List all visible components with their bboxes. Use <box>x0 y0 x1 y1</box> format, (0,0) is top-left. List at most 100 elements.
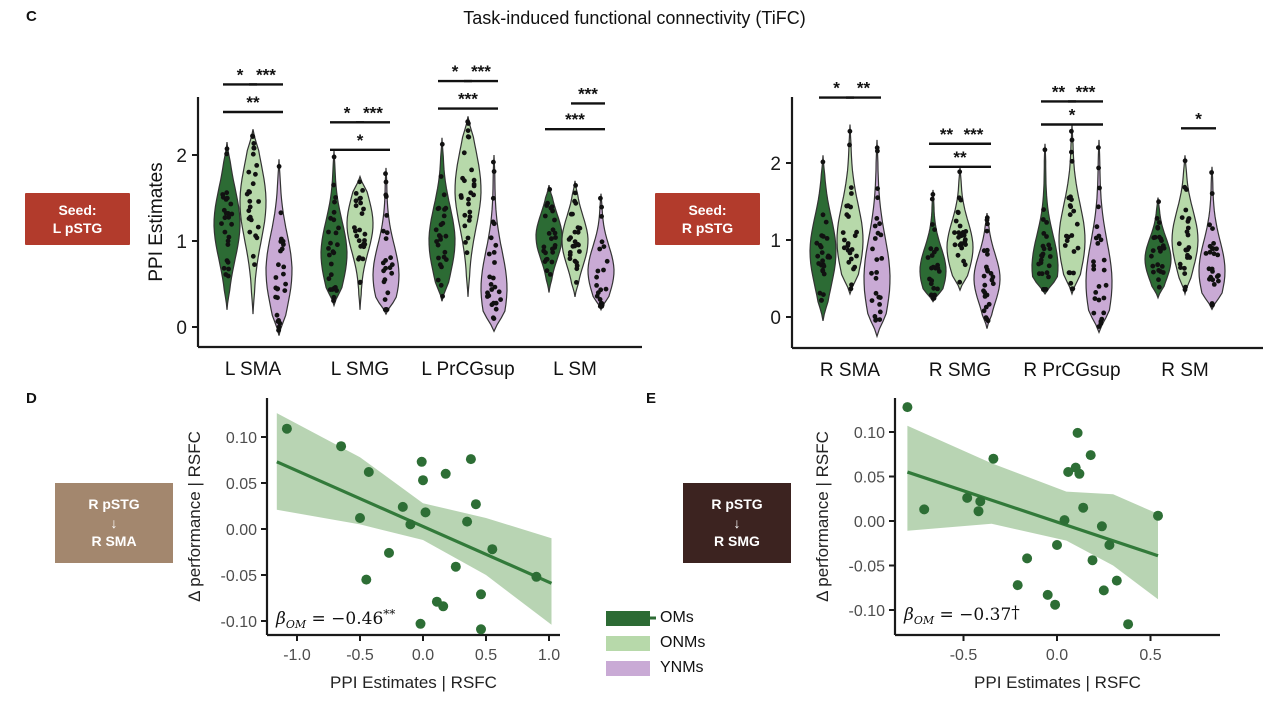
data-point <box>845 203 851 209</box>
seed-box-line2: L pSTG <box>52 220 103 236</box>
panel-c-label: C <box>26 8 37 25</box>
significance-stars: * <box>452 62 459 81</box>
data-point <box>328 240 333 246</box>
data-point <box>819 298 824 303</box>
data-point <box>1074 221 1080 227</box>
data-point <box>1156 277 1161 283</box>
data-point <box>441 213 447 219</box>
data-point <box>276 262 281 268</box>
data-point <box>441 254 447 260</box>
violin-RSM-YNMs <box>1198 166 1226 311</box>
data-point <box>221 265 227 271</box>
data-point <box>462 212 468 218</box>
data-point <box>496 289 502 295</box>
data-point <box>1209 170 1214 175</box>
data-point <box>932 227 937 233</box>
y-tick-label: -0.05 <box>221 568 258 585</box>
x-tick-label: 0.0 <box>412 647 434 664</box>
data-point <box>357 179 363 185</box>
data-point <box>846 259 852 265</box>
data-point <box>594 274 599 280</box>
data-point <box>821 263 827 269</box>
data-point <box>360 188 365 193</box>
roi-from: R pSTG <box>88 495 140 512</box>
data-point <box>574 260 579 265</box>
data-point <box>353 198 359 204</box>
y-tick-label: 0.00 <box>226 522 257 539</box>
data-point <box>953 218 959 224</box>
scatter-point <box>416 456 427 467</box>
data-point <box>1047 246 1053 252</box>
data-point <box>281 264 287 270</box>
data-point <box>962 262 968 268</box>
data-point <box>872 223 878 229</box>
data-point <box>1185 225 1191 231</box>
data-point <box>328 215 333 221</box>
data-point <box>383 192 389 198</box>
data-point <box>873 290 879 296</box>
data-point <box>493 306 499 312</box>
data-point <box>278 210 284 216</box>
data-point <box>875 230 881 236</box>
data-point <box>247 204 253 210</box>
data-point <box>927 276 932 282</box>
data-point <box>254 163 260 168</box>
data-point <box>1046 263 1052 269</box>
data-point <box>1209 266 1215 272</box>
data-point <box>547 272 553 277</box>
significance-stars: * <box>1195 109 1202 128</box>
data-point <box>601 244 607 250</box>
data-point <box>567 256 573 262</box>
data-point <box>1039 271 1045 277</box>
data-point <box>276 327 281 333</box>
data-point <box>1067 203 1073 208</box>
data-point <box>488 235 494 241</box>
data-point <box>250 253 256 259</box>
data-point <box>1041 231 1047 236</box>
data-point <box>489 302 495 308</box>
data-point <box>963 229 969 234</box>
scatter-point <box>902 402 913 413</box>
data-point <box>273 275 279 280</box>
x-tick-label: -1.0 <box>283 647 311 664</box>
data-point <box>436 255 441 261</box>
data-point <box>846 214 851 219</box>
data-point <box>252 262 257 267</box>
data-point <box>492 284 498 290</box>
x-tick-label: 0.0 <box>1046 647 1068 664</box>
beta-annotation: βOM = −0.37† <box>903 603 1020 627</box>
data-point <box>598 303 603 309</box>
scatter-point <box>975 496 986 507</box>
data-point <box>462 178 467 184</box>
data-point <box>491 250 497 255</box>
data-point <box>381 228 386 234</box>
data-point <box>254 235 260 241</box>
category-label: R SMG <box>929 360 991 381</box>
data-point <box>1044 234 1049 239</box>
data-point <box>577 225 583 231</box>
significance-stars: *** <box>964 125 984 144</box>
data-point <box>849 282 854 288</box>
data-point <box>1040 217 1046 222</box>
data-point <box>925 255 931 260</box>
scatter-point <box>1042 589 1053 600</box>
data-point <box>222 229 228 235</box>
data-point <box>1101 310 1107 316</box>
legend-label: YNMs <box>660 659 704 676</box>
data-point <box>439 141 445 147</box>
connection-box-rpstg-rsma: R pSTG ↓ R SMA <box>55 483 173 563</box>
category-label: R SM <box>1161 360 1209 381</box>
data-point <box>356 256 361 262</box>
data-point <box>869 270 874 276</box>
data-point <box>226 214 232 220</box>
y-tick-label: 0.10 <box>854 425 885 442</box>
category-label: L SMA <box>225 359 282 380</box>
data-point <box>389 262 395 268</box>
data-point <box>256 199 261 204</box>
data-point <box>543 250 548 256</box>
scatter-point <box>1050 599 1061 610</box>
category-label: L PrCGsup <box>421 359 514 380</box>
data-point <box>952 242 958 248</box>
data-point <box>601 267 606 273</box>
